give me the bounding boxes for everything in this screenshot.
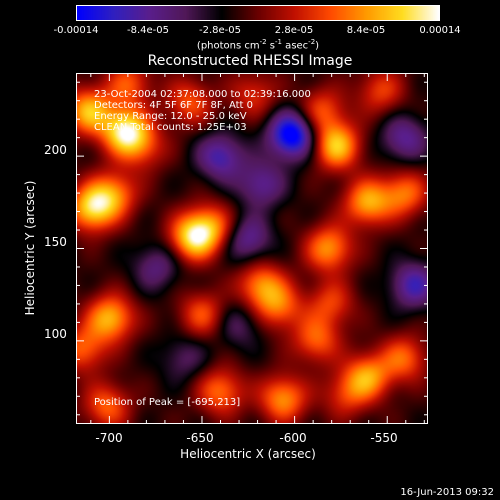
- x-tick-label: -550: [370, 431, 398, 445]
- colorbar-tick: 2.8e-05: [274, 25, 314, 36]
- peak-position-annotation: Position of Peak = [-695,213]: [94, 397, 241, 408]
- colorbar-tick: -8.4e-05: [127, 25, 169, 36]
- plot-area: 23-Oct-2004 02:37:08.000 to 02:39:16.000…: [76, 73, 428, 424]
- colorbar-tick: -0.00014: [53, 25, 99, 36]
- clean-annotation: CLEAN Total counts: 1.25E+03: [94, 122, 247, 133]
- detectors-annotation: Detectors: 4F 5F 6F 7F 8F, Att 0: [94, 100, 254, 111]
- colorbar-tick: 8.4e-05: [346, 25, 386, 36]
- x-tick-label: -600: [279, 431, 307, 445]
- x-tick-label: -650: [186, 431, 214, 445]
- colorbar-units: (photons cm-2 s-1 asec-2): [196, 38, 320, 52]
- y-tick-label: 200: [44, 143, 67, 157]
- timestamp-footer: 16-Jun-2013 09:32: [400, 487, 494, 498]
- x-tick-label: -700: [95, 431, 123, 445]
- image-title: Reconstructed RHESSI Image: [147, 53, 353, 69]
- colorbar-tick: 0.00014: [419, 25, 461, 36]
- y-axis-label: Heliocentric Y (arcsec): [23, 180, 37, 316]
- energy-annotation: Energy Range: 12.0 - 25.0 keV: [94, 111, 247, 122]
- x-axis-label: Heliocentric X (arcsec): [180, 447, 316, 461]
- y-tick-label: 100: [44, 327, 67, 341]
- y-tick-label: 150: [44, 235, 67, 249]
- colorbar-tick: -2.8e-05: [199, 25, 241, 36]
- colorbar-gradient: [77, 6, 439, 20]
- colorbar: [76, 5, 440, 21]
- time-range-annotation: 23-Oct-2004 02:37:08.000 to 02:39:16.000: [94, 89, 311, 100]
- heatmap-canvas: [77, 74, 427, 423]
